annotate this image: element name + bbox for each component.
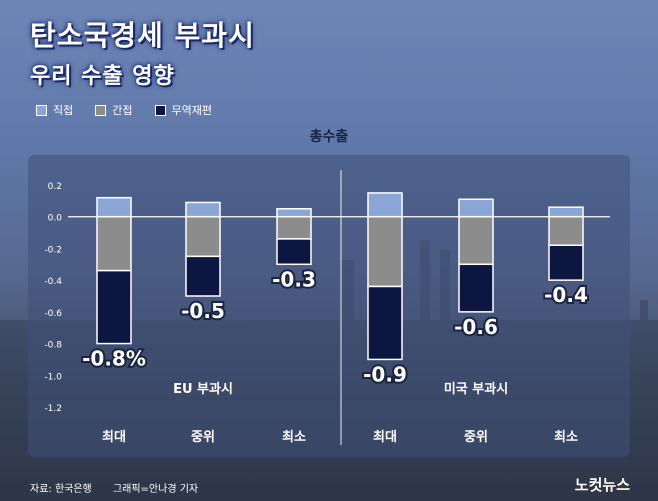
bar-segment-direct [367, 192, 403, 218]
group-label-us: 미국 부과시 [444, 381, 508, 397]
bar-segment-trade [548, 244, 584, 281]
y-tick-label: -0.6 [44, 309, 62, 319]
bar-segment-direct [276, 208, 312, 218]
y-tick-label: -1.2 [44, 404, 62, 414]
bar-total-label: -0.9 [363, 362, 407, 386]
legend-item-trade: 무역재편 [154, 102, 212, 118]
bar-segment-trade [185, 255, 221, 297]
source-data: 자료: 한국은행 [30, 484, 92, 495]
bar-segment-direct [548, 206, 584, 218]
x-category-label: 최소 [282, 430, 306, 445]
legend-swatch-direct [36, 104, 47, 116]
bar-segment-indirect [276, 215, 312, 240]
chart-title: 탄소국경세 부과시 [30, 19, 255, 52]
y-tick-label: -1.0 [44, 372, 62, 382]
chart-section-title: 총수출 [309, 129, 349, 145]
bar-segment-trade [367, 285, 403, 361]
bar-total-label: -0.8% [82, 347, 146, 371]
legend: 직접 간접 무역재편 [36, 102, 212, 118]
brand-logo: 노컷뉴스 [574, 476, 630, 494]
x-category-label: 중위 [191, 430, 215, 445]
x-category-label: 최대 [373, 430, 397, 445]
bar-total-label: -0.3 [272, 267, 316, 291]
x-category-label: 최대 [102, 430, 126, 445]
legend-item-indirect: 간접 [95, 102, 133, 118]
legend-swatch-trade [154, 104, 166, 116]
bar-segment-direct [96, 196, 132, 218]
source-line: 자료: 한국은행 그래픽=안나경 기자 [30, 480, 216, 495]
bar-segment-trade [276, 238, 312, 266]
bar-segment-indirect [367, 215, 403, 288]
group-label-eu: EU 부과시 [173, 382, 233, 397]
bar-segment-indirect [96, 215, 132, 272]
bar-segment-indirect [458, 215, 494, 266]
y-tick-label: -0.2 [44, 245, 62, 255]
bar-total-label: -0.6 [454, 315, 498, 339]
legend-item-direct: 직접 [36, 102, 73, 118]
y-tick-label: -0.4 [44, 277, 62, 287]
bar-segment-trade [96, 269, 132, 345]
x-category-label: 중위 [464, 430, 488, 445]
x-category-label: 최소 [554, 430, 578, 445]
y-tick-label: 0.2 [48, 182, 62, 192]
bar-segment-direct [458, 198, 494, 218]
legend-label-indirect: 간접 [112, 104, 133, 117]
bar-total-label: -0.5 [181, 299, 225, 323]
legend-label-direct: 직접 [53, 104, 74, 117]
source-graphic: 그래픽=안나경 기자 [112, 484, 199, 495]
bar-segment-direct [185, 201, 221, 218]
y-tick-label: -0.8 [44, 341, 62, 351]
bar-segment-trade [458, 263, 494, 313]
legend-label-trade: 무역재편 [171, 104, 212, 117]
y-tick-label: 0.0 [48, 214, 63, 224]
legend-swatch-indirect [95, 104, 107, 116]
bar-total-label: -0.4 [544, 283, 588, 307]
bar-segment-indirect [185, 215, 221, 258]
chart-subtitle-line: 우리 수출 영향 [30, 64, 175, 89]
bar-segment-indirect [548, 215, 584, 247]
